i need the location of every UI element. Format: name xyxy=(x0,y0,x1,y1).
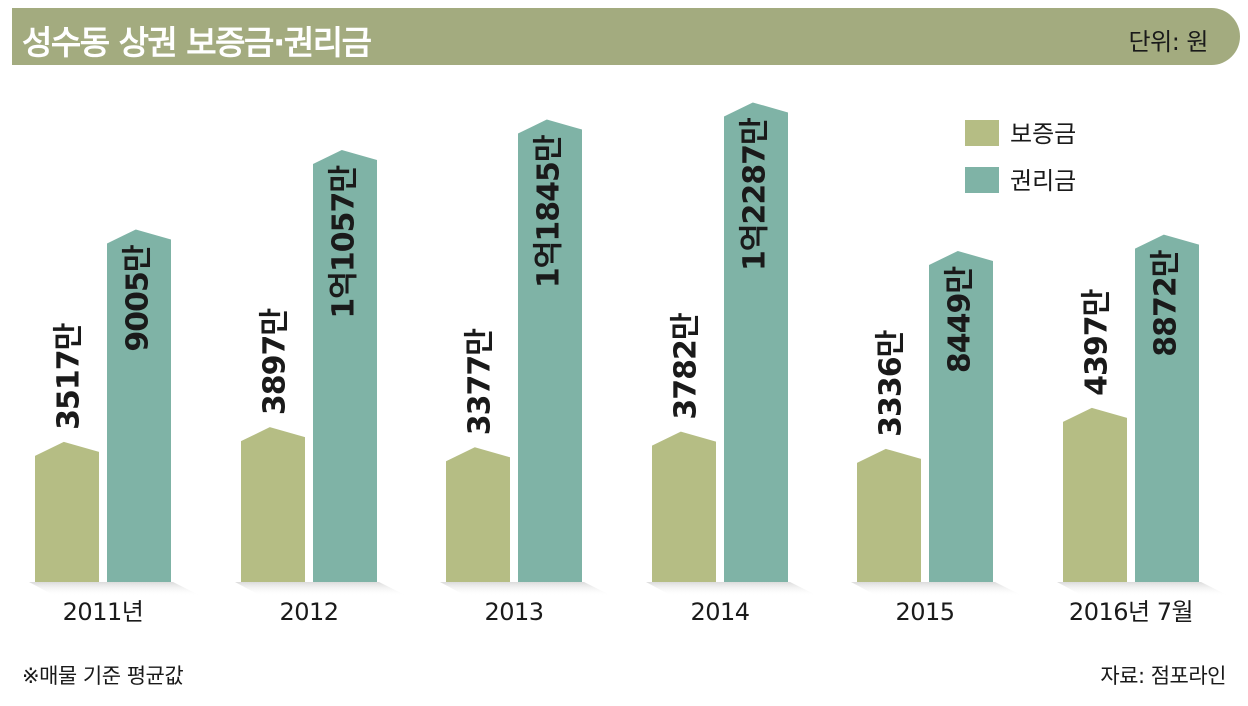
legend-label: 권리금 xyxy=(1010,167,1076,195)
data-label-deposit: 3517만 xyxy=(52,322,87,429)
bar-deposit xyxy=(446,447,510,582)
data-label-deposit: 3377만 xyxy=(463,328,498,435)
x-tick-label: 2011년 xyxy=(63,598,144,626)
data-label-premium: 1억1057만 xyxy=(327,165,362,319)
bars-layer xyxy=(29,102,1229,596)
data-label-premium: 8872만 xyxy=(1149,249,1184,356)
bar-shadow xyxy=(1057,582,1229,596)
x-tick-label: 2015 xyxy=(895,598,954,626)
x-tick-label: 2013 xyxy=(484,598,543,626)
title-bar: 성수동 상권 보증금·권리금 단위: 원 xyxy=(12,8,1240,65)
data-label-premium: 1억1845만 xyxy=(532,134,567,288)
data-label-premium: 1억2287만 xyxy=(738,117,773,271)
x-axis: 2011년 2012 2013 2014 2015 2016년 7월 xyxy=(63,598,1194,626)
unit-label: 단위: 원 xyxy=(1128,28,1209,56)
bar-deposit xyxy=(857,448,921,582)
bar-premium xyxy=(929,250,993,582)
bar-deposit xyxy=(652,431,716,582)
bar-deposit xyxy=(241,427,305,582)
bar-shadow xyxy=(235,582,407,596)
bar-premium xyxy=(1135,234,1199,583)
bar-premium xyxy=(107,229,171,582)
bar-shadow xyxy=(29,582,201,596)
data-label-deposit: 3897만 xyxy=(258,308,293,415)
bar-shadow xyxy=(440,582,612,596)
x-tick-label: 2014 xyxy=(690,598,749,626)
chart-title: 성수동 상권 보증금·권리금 xyxy=(22,23,372,62)
x-tick-label: 2016년 7월 xyxy=(1069,598,1193,626)
data-label-deposit: 3782만 xyxy=(669,312,704,419)
legend-swatch xyxy=(965,167,999,193)
bar-premium xyxy=(724,102,788,582)
data-label-premium: 9005만 xyxy=(121,244,156,351)
bar-deposit xyxy=(35,441,99,582)
labels-layer: 3517만 9005만 3897만 1억1057만 3377만 1억1845만 3782만 1… xyxy=(52,117,1184,437)
data-label-deposit: 3336만 xyxy=(874,329,909,436)
legend-label: 보증금 xyxy=(1010,120,1076,148)
bar-premium xyxy=(518,119,582,582)
footnote: ※매물 기준 평균값 xyxy=(22,664,184,688)
bar-shadow xyxy=(646,582,818,596)
data-label-premium: 8449만 xyxy=(943,266,978,373)
bar-deposit xyxy=(1063,407,1127,582)
bar-premium xyxy=(313,150,377,582)
data-label-deposit: 4397만 xyxy=(1080,288,1115,395)
bar-shadow xyxy=(851,582,1023,596)
x-tick-label: 2012 xyxy=(279,598,338,626)
source-note: 자료: 점포라인 xyxy=(1100,664,1226,688)
legend-swatch xyxy=(965,120,999,146)
